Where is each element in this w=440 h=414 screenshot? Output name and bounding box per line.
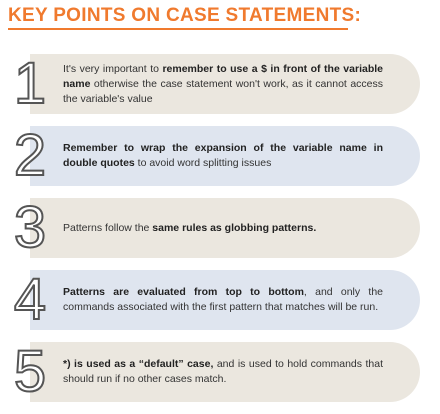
item-text: Remember to wrap the expansion of the va… bbox=[63, 126, 383, 186]
item-number: 5 bbox=[13, 339, 47, 404]
paragraph: It's very important to remember to use a… bbox=[63, 62, 383, 107]
card bbox=[30, 54, 420, 114]
card bbox=[30, 342, 420, 402]
text-run: to avoid word splitting issues bbox=[134, 157, 272, 169]
bold-text: remember to use a $ in front of the vari… bbox=[63, 62, 383, 90]
text-run: It's very important to bbox=[63, 62, 163, 75]
card bbox=[30, 126, 420, 186]
card bbox=[30, 198, 420, 258]
text-run: Patterns follow the bbox=[63, 221, 153, 234]
title-underline bbox=[8, 28, 348, 30]
bold-text: Patterns are evaluated from top to botto… bbox=[63, 286, 304, 298]
item-text: Patterns are evaluated from top to botto… bbox=[63, 270, 383, 330]
item-text: Patterns follow the same rules as globbi… bbox=[63, 198, 383, 258]
item-number: 1 bbox=[13, 51, 47, 116]
paragraph: Patterns follow the same rules as globbi… bbox=[63, 221, 316, 236]
text-run: and is used to hold commands that should… bbox=[63, 358, 384, 385]
bold-text: same rules as globbing patterns. bbox=[152, 221, 317, 234]
item-text: It's very important to remember to use a… bbox=[63, 54, 383, 114]
paragraph: Patterns are evaluated from top to botto… bbox=[63, 285, 383, 315]
text-run: , and only the commands associated with … bbox=[63, 286, 383, 313]
paragraph: Remember to wrap the expansion of the va… bbox=[63, 141, 383, 171]
bold-text: *) is used as a “default” case, bbox=[63, 358, 214, 370]
item-number: 4 bbox=[13, 267, 47, 332]
card bbox=[30, 270, 420, 330]
item-number: 3 bbox=[13, 195, 47, 260]
item-text: *) is used as a “default” case, and is u… bbox=[63, 342, 383, 402]
text-run: otherwise the case statement won't work,… bbox=[63, 77, 383, 105]
item-number: 2 bbox=[13, 123, 47, 188]
paragraph: *) is used as a “default” case, and is u… bbox=[63, 357, 383, 387]
title: KEY POINTS ON CASE STATEMENTS: bbox=[8, 5, 362, 26]
bold-text: Remember to wrap the expansion of the va… bbox=[63, 142, 383, 169]
